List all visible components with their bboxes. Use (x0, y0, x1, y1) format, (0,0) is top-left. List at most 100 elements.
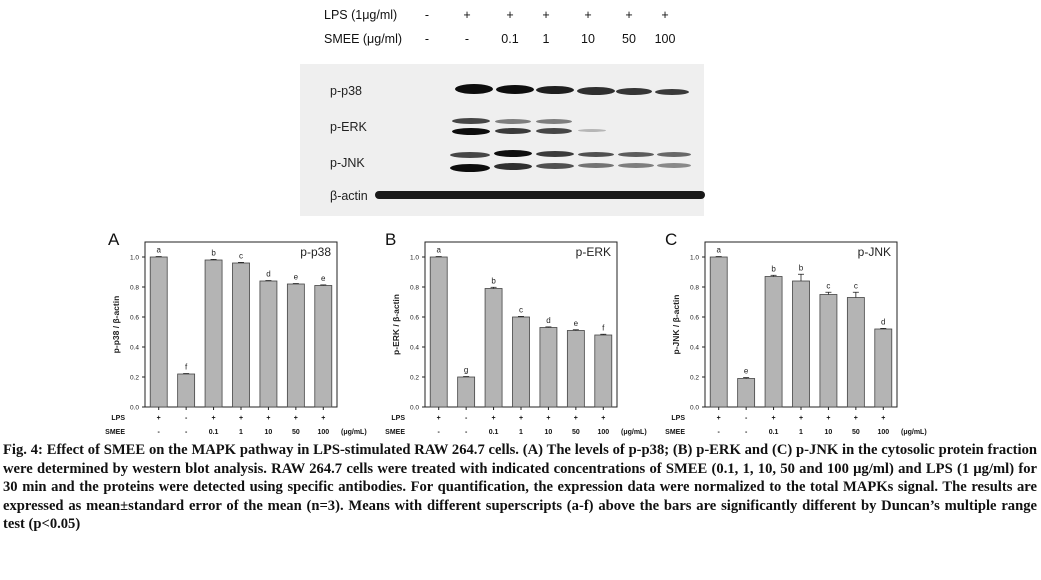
lps-value: + (584, 8, 592, 22)
bar (512, 316, 530, 408)
smee-tick-label: 0.1 (209, 429, 219, 436)
blot-row-p-erk: p-ERK (300, 112, 704, 142)
significance-letter: d (881, 317, 885, 326)
y-tick-label: 0.4 (690, 345, 699, 352)
lps-tick-label: + (574, 415, 578, 422)
smee-value: - (424, 32, 430, 46)
panel-letter: A (108, 230, 120, 249)
smee-tick-label: 100 (597, 429, 609, 436)
row-label-lps: LPS (111, 415, 125, 422)
y-axis-label: p-JNK / β-actin (671, 295, 681, 355)
bar (709, 256, 728, 408)
lps-tick-label: + (772, 415, 776, 422)
blot-band (495, 119, 531, 124)
significance-letter: a (716, 246, 721, 255)
y-tick-label: 0.2 (410, 375, 419, 382)
smee-tick-label: 50 (852, 429, 860, 436)
bar (566, 330, 585, 408)
significance-letter: c (519, 305, 523, 314)
smee-tick-label: 10 (825, 429, 833, 436)
lps-tick-label: - (185, 415, 188, 422)
blot-band (450, 152, 490, 158)
bar-chart-p-p38: p-p38 0.0 0.2 0.4 0.6 0.8 1.0 p-p38 / β-actin a +… (105, 241, 367, 436)
lps-value: + (463, 8, 471, 22)
lps-tick-label: + (519, 415, 523, 422)
smee-tick-label: 1 (239, 429, 243, 436)
significance-letter: e (744, 367, 749, 376)
bar (177, 373, 196, 408)
y-tick-label: 1.0 (130, 255, 139, 262)
bar (232, 262, 250, 408)
smee-tick-label: - (718, 429, 721, 436)
blot-band (455, 84, 493, 94)
blot-band (536, 128, 572, 134)
blot-band (536, 163, 574, 169)
blot-band (577, 87, 615, 95)
lps-tick-label: + (212, 415, 216, 422)
bar (314, 285, 333, 408)
blot-label-p-jnk: p-JNK (330, 156, 365, 170)
y-tick-label: 0.2 (130, 375, 139, 382)
blot-band (618, 163, 654, 168)
blot-band (536, 119, 572, 124)
bar-chart-p-jnk: p-JNK 0.0 0.2 0.4 0.6 0.8 1.0 p-JNK / β-actin a +… (665, 241, 927, 436)
smee-tick-label: - (185, 429, 188, 436)
y-tick-label: 0.8 (130, 285, 139, 292)
significance-letter: f (185, 363, 188, 372)
smee-tick-label: 0.1 (769, 429, 779, 436)
y-tick-label: 0.8 (690, 285, 699, 292)
smee-tick-label: 10 (545, 429, 553, 436)
y-axis-label: p-ERK / β-actin (391, 294, 401, 355)
blot-band (494, 150, 532, 157)
lps-tick-label: + (437, 415, 441, 422)
blot-band (657, 163, 691, 168)
blot-band (578, 129, 606, 132)
significance-letter: c (826, 281, 830, 290)
lps-tick-label: + (157, 415, 161, 422)
y-tick-label: 0.0 (690, 405, 699, 412)
smee-tick-label: - (158, 429, 161, 436)
smee-tick-label: 100 (877, 429, 889, 436)
bar (259, 280, 278, 408)
bar (594, 334, 613, 408)
lps-tick-label: + (799, 415, 803, 422)
bar (737, 378, 756, 408)
significance-letter: b (491, 276, 496, 285)
lps-tick-label: + (321, 415, 325, 422)
significance-letter: d (546, 316, 550, 325)
smee-tick-label: 10 (265, 429, 273, 436)
smee-value: 0.1 (501, 32, 519, 46)
blot-treatment-header: LPS (1μg/ml) SMEE (μg/ml) - + + + + + + … (300, 0, 680, 60)
y-tick-label: 0.4 (410, 345, 419, 352)
bar (764, 276, 783, 408)
lps-value: + (506, 8, 514, 22)
blot-label-p-p38: p-p38 (330, 84, 362, 98)
significance-letter: b (771, 264, 776, 273)
lps-tick-label: - (465, 415, 468, 422)
bar (204, 259, 223, 408)
y-tick-label: 0.0 (130, 405, 139, 412)
row-label-smee: SMEE (665, 429, 685, 436)
bar (874, 328, 893, 408)
blot-band (375, 191, 705, 199)
blot-row-p-jnk: p-JNK (300, 146, 704, 180)
blot-band (495, 128, 531, 134)
bar (286, 283, 305, 408)
blot-band (616, 88, 652, 95)
blot-band (450, 164, 490, 172)
significance-letter: a (156, 246, 161, 255)
bar (484, 288, 503, 408)
smee-value: - (464, 32, 470, 46)
blot-band (536, 151, 574, 157)
y-tick-label: 0.6 (410, 315, 419, 322)
significance-letter: b (799, 263, 804, 272)
row-label-lps: LPS (671, 415, 685, 422)
bar (539, 327, 558, 408)
blot-band (452, 118, 490, 124)
unit-label: (μg/mL) (901, 429, 927, 436)
lps-tick-label: + (717, 415, 721, 422)
chart-panel-a: A p-p38 0.0 0.2 0.4 0.6 0.8 1.0 p-p38 / β-actin… (100, 228, 370, 438)
chart-title: p-ERK (576, 245, 611, 259)
y-tick-label: 1.0 (690, 255, 699, 262)
smee-tick-label: - (438, 429, 441, 436)
